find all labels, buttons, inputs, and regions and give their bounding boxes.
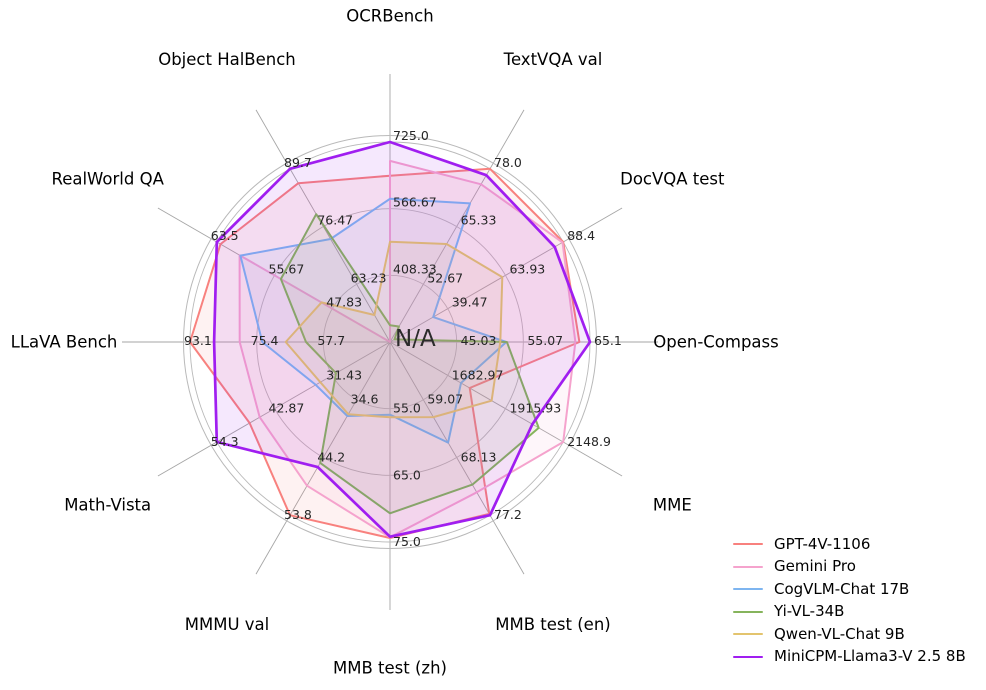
chart-legend: GPT-4V-1106 Gemini Pro CogVLM-Chat 17B Yi-V… — [726, 533, 966, 668]
axis-label-docvqa-test: DocVQA test — [620, 170, 725, 189]
legend-swatch — [733, 565, 763, 568]
tick-label: 57.7 — [317, 333, 345, 348]
tick-label: 55.0 — [393, 401, 421, 416]
tick-label: 63.23 — [351, 270, 387, 285]
legend-swatch — [733, 610, 763, 613]
tick-label: 63.93 — [509, 261, 545, 276]
tick-label: 65.1 — [594, 333, 622, 348]
legend-item: Qwen-VL-Chat 9B — [726, 623, 966, 646]
legend-swatch — [733, 543, 763, 546]
tick-label: 76.47 — [317, 213, 353, 228]
axis-label-object-halbench: Object HalBench — [158, 50, 296, 69]
tick-label: 55.67 — [269, 261, 305, 276]
legend-label: MiniCPM-Llama3-V 2.5 8B — [774, 647, 966, 666]
axis-label-realworld-qa: RealWorld QA — [51, 170, 164, 189]
tick-label: 59.07 — [427, 392, 463, 407]
tick-label: 78.0 — [494, 155, 522, 170]
legend-label: CogVLM-Chat 17B — [774, 579, 910, 598]
legend-swatch — [733, 588, 763, 591]
legend-swatch — [733, 633, 763, 636]
axis-label-open-compass: Open-Compass — [653, 333, 779, 352]
tick-label: 75.0 — [393, 534, 421, 549]
axis-label-mmmu-val: MMMU val — [185, 615, 270, 634]
legend-item: GPT-4V-1106 — [726, 533, 966, 556]
tick-label: 63.5 — [211, 228, 239, 243]
axis-spoke — [255, 341, 391, 575]
legend-label: GPT-4V-1106 — [774, 534, 871, 553]
legend-label: Yi-VL-34B — [774, 602, 845, 621]
tick-label: 1682.97 — [452, 367, 504, 382]
series-polygon-yi-vl-34b — [279, 213, 540, 515]
tick-label: 44.2 — [317, 449, 345, 464]
series-polygon-qwen-vl-chat-9b — [284, 240, 504, 419]
axis-label-math-vista: Math-Vista — [64, 496, 151, 515]
tick-label: 52.67 — [427, 270, 463, 285]
legend-item: Gemini Pro — [726, 556, 966, 579]
axis-spoke — [157, 341, 391, 477]
axis-label-mmb-test-zh-: MMB test (zh) — [333, 659, 447, 678]
tick-label: 65.33 — [461, 213, 497, 228]
series-polygon-cogvlm-chat-17b — [239, 197, 508, 444]
tick-label: 65.0 — [393, 467, 421, 482]
tick-label: 2148.9 — [567, 434, 611, 449]
axis-label-ocrbench: OCRBench — [346, 7, 433, 26]
tick-label: 39.47 — [452, 295, 488, 310]
axis-spoke — [389, 341, 623, 477]
tick-label: 1915.93 — [509, 401, 561, 416]
legend-item: CogVLM-Chat 17B — [726, 578, 966, 601]
legend-swatch — [733, 655, 763, 658]
series-polygon-minicpm-llama3-v-2-5-8b — [212, 140, 592, 539]
axis-label-textvqa-val: TextVQA val — [503, 50, 603, 69]
tick-label: 47.83 — [326, 295, 362, 310]
axis-label-llava-bench: LLaVA Bench — [11, 333, 118, 352]
axis-spoke — [389, 341, 525, 575]
tick-label: 55.07 — [527, 333, 563, 348]
tick-label: 31.43 — [326, 367, 362, 382]
tick-label: 68.13 — [461, 449, 497, 464]
outer-spine — [183, 135, 597, 549]
legend-label: Gemini Pro — [774, 557, 856, 576]
tick-label: 54.3 — [211, 434, 239, 449]
tick-label: 566.67 — [393, 195, 437, 210]
tick-label: 88.4 — [567, 228, 595, 243]
tick-label: 93.1 — [184, 333, 212, 348]
tick-label: 42.87 — [269, 401, 305, 416]
center-na-label: N/A — [395, 326, 436, 352]
legend-item: Yi-VL-34B — [726, 601, 966, 624]
tick-label: 408.33 — [393, 261, 437, 276]
tick-label: 34.6 — [351, 392, 379, 407]
axis-spoke — [389, 207, 623, 343]
tick-label: 89.7 — [284, 155, 312, 170]
legend-item: MiniCPM-Llama3-V 2.5 8B — [726, 646, 966, 669]
tick-label: 75.4 — [251, 333, 279, 348]
tick-label: 45.03 — [461, 333, 497, 348]
axis-label-mme: MME — [653, 496, 692, 515]
axis-label-mmb-test-en-: MMB test (en) — [495, 615, 610, 634]
tick-label: 53.8 — [284, 507, 312, 522]
axis-spoke — [389, 109, 525, 343]
legend-label: Qwen-VL-Chat 9B — [774, 624, 905, 643]
tick-label: 725.0 — [393, 128, 429, 143]
tick-label: 77.2 — [494, 507, 522, 522]
